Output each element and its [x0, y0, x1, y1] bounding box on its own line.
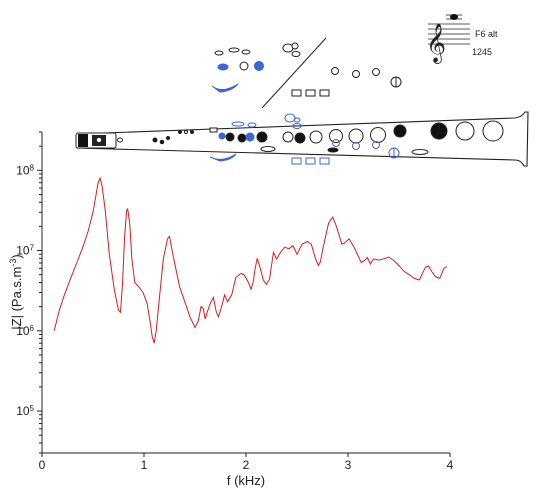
treble-clef-icon: 𝄞: [426, 23, 446, 64]
x-tick-label: 3: [345, 458, 352, 472]
y-tick-label-exp: 5: [30, 404, 35, 413]
y-tick-label-exp: 7: [30, 243, 35, 252]
separator-line: [261, 37, 327, 109]
y-axis-label-close: ): [9, 254, 24, 258]
y-axis-label-exp: -3: [8, 259, 18, 267]
fingering-diagram: 𝄞: [75, 14, 529, 167]
y-axis-label: |Z| (Pa.s.m-3): [8, 254, 24, 329]
y-tick-label-exp: 6: [30, 323, 35, 332]
detached-keys-right: [291, 67, 402, 97]
y-tick-label: 106: [16, 323, 34, 338]
axes-frame: [41, 132, 450, 454]
y-tick-label-exp: 8: [30, 163, 35, 172]
impedance-curve: [53, 176, 448, 344]
mouthpiece: [75, 132, 117, 149]
y-tick-label-base: 10: [16, 404, 30, 418]
y-tick-label: 105: [16, 404, 34, 419]
pressed-keys: [209, 113, 400, 165]
x-axis-label: f (kHz): [227, 473, 265, 488]
y-tick-label-base: 10: [16, 163, 30, 177]
note-text: F6 alt: [475, 29, 498, 39]
detached-keys-left: [211, 42, 301, 93]
x-tick-label: 4: [447, 458, 454, 472]
fingering-text: 1245: [472, 47, 492, 57]
y-tick-label-base: 10: [16, 244, 30, 258]
y-tick-label: 107: [16, 243, 34, 258]
note-head: [450, 14, 458, 20]
y-tick-label-base: 10: [16, 324, 30, 338]
x-tick-label: 2: [243, 458, 250, 472]
x-tick-label: 1: [141, 458, 148, 472]
x-axis-ticks: 0 1 2 3 4: [39, 453, 454, 472]
x-tick-label: 0: [39, 458, 46, 472]
body-keys: [117, 120, 504, 155]
y-axis-label-main: |Z| (Pa.s.m: [9, 267, 24, 330]
staff-notation: 𝄞: [426, 14, 470, 64]
y-tick-label: 108: [16, 163, 34, 178]
